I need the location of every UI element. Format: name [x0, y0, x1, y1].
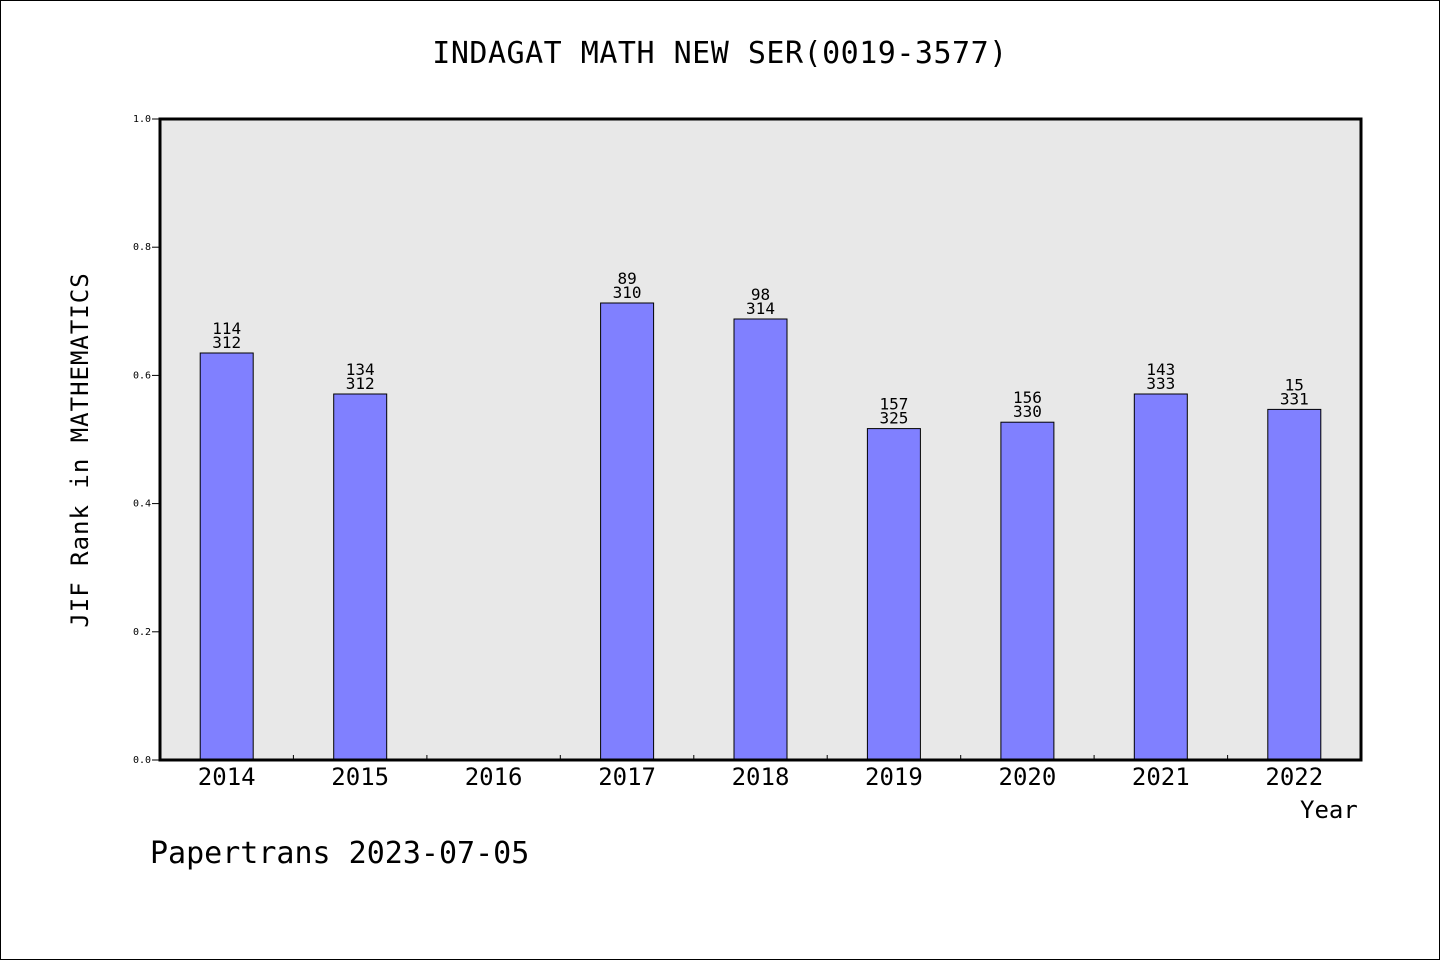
- data-label-total-2019: 325: [879, 409, 908, 428]
- x-tick-label-2015: 2015: [331, 763, 389, 791]
- data-label-rank-2018: 98: [751, 285, 770, 304]
- data-label-rank-2019: 157: [879, 395, 908, 414]
- x-tick-label-2020: 2020: [999, 763, 1057, 791]
- x-tick-label-2022: 2022: [1265, 763, 1323, 791]
- data-label-total-2020: 330: [1013, 402, 1042, 421]
- bar-2020: [1000, 421, 1055, 761]
- chart-title: INDAGAT MATH NEW SER(0019-3577): [432, 36, 1008, 71]
- x-tick-label-2014: 2014: [198, 763, 256, 791]
- x-tick-label-2018: 2018: [732, 763, 790, 791]
- data-label-rank-2015: 134: [346, 360, 375, 379]
- data-label-total-2015: 312: [346, 374, 375, 393]
- data-label-total-2021: 333: [1146, 374, 1175, 393]
- data-label-total-2018: 314: [746, 299, 775, 318]
- x-tick-label-2017: 2017: [598, 763, 656, 791]
- x-tick-label-2021: 2021: [1132, 763, 1190, 791]
- y-axis: 0.0 0.2 0.4 0.6 0.8 1.0: [133, 114, 160, 766]
- y-tick-label: 0.6: [133, 370, 151, 381]
- x-axis-label: Year: [1300, 796, 1358, 824]
- data-label-rank-2017: 89: [617, 269, 636, 288]
- y-tick-label: 0.2: [133, 627, 151, 638]
- plot-border: [158, 117, 1363, 762]
- x-axis: 2014 2015 2016 2017 2018 2019 2020 2021 2022: [198, 755, 1323, 791]
- data-label-total-2014: 312: [212, 333, 241, 352]
- data-label-total-2022: 331: [1280, 389, 1309, 408]
- data-label-rank-2022: 15: [1285, 375, 1304, 394]
- bar-2015: [333, 393, 388, 761]
- data-label-rank-2021: 143: [1146, 360, 1175, 379]
- bar-2019: [866, 428, 921, 761]
- x-tick-label-2016: 2016: [465, 763, 523, 791]
- bars-layer: [199, 302, 1322, 761]
- y-tick-label: 1.0: [133, 114, 151, 125]
- y-tick-label: 0.4: [133, 499, 151, 510]
- bar-2022: [1267, 408, 1322, 761]
- bar-2021: [1133, 393, 1188, 761]
- footer-source-date: Papertrans 2023-07-05: [150, 836, 530, 871]
- y-tick-label: 0.8: [133, 242, 151, 253]
- data-label-total-2017: 310: [613, 283, 642, 302]
- bar-2014: [199, 352, 254, 761]
- bar-2017: [600, 302, 655, 761]
- data-label-rank-2020: 156: [1013, 388, 1042, 407]
- data-label-rank-2014: 114: [212, 319, 241, 338]
- y-tick-label: 0.0: [133, 755, 151, 766]
- x-tick-label-2019: 2019: [865, 763, 923, 791]
- bar-2018: [733, 318, 788, 761]
